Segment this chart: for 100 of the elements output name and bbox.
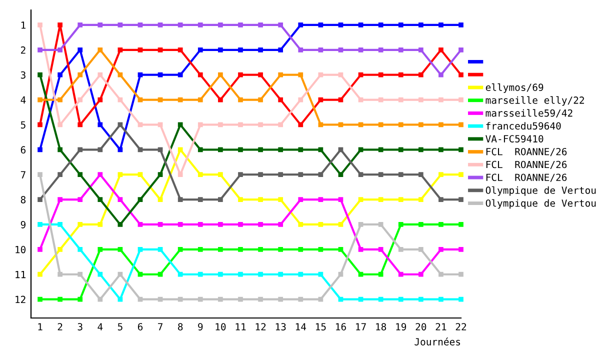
- point: [238, 296, 243, 302]
- point: [458, 122, 464, 128]
- point: [218, 47, 223, 52]
- point: [218, 147, 223, 152]
- point: [138, 147, 143, 152]
- point: [38, 97, 42, 102]
- point: [98, 72, 103, 78]
- point: [398, 47, 404, 52]
- point: [278, 246, 284, 252]
- point: [298, 72, 304, 78]
- y-tick-label: 1: [21, 22, 26, 29]
- point: [338, 272, 344, 277]
- x-axis-title: Journées: [414, 338, 460, 346]
- point: [118, 272, 123, 277]
- point: [118, 246, 123, 252]
- point: [58, 97, 62, 102]
- point: [218, 97, 223, 102]
- point: [38, 22, 42, 28]
- point: [458, 97, 464, 102]
- point: [138, 97, 143, 102]
- point: [98, 246, 103, 252]
- point: [238, 22, 243, 28]
- point: [398, 272, 404, 277]
- point: [278, 222, 284, 227]
- x-tick-label: 8: [178, 323, 183, 330]
- point: [78, 222, 83, 227]
- legend-label: VA-FC59410: [486, 135, 544, 142]
- point: [158, 272, 163, 277]
- legend-label: francedu59640: [486, 122, 561, 130]
- point: [398, 296, 404, 302]
- point: [98, 47, 103, 52]
- x-tick-label: 1: [38, 323, 42, 330]
- point: [298, 197, 304, 202]
- point: [218, 296, 223, 302]
- point: [158, 22, 163, 28]
- x-tick-label: 14: [296, 323, 306, 330]
- x-tick-label: 18: [376, 323, 386, 330]
- point: [358, 47, 364, 52]
- point: [338, 122, 344, 128]
- point: [178, 72, 183, 78]
- point: [458, 222, 464, 227]
- point: [98, 97, 103, 102]
- y-tick-label: 11: [16, 270, 26, 278]
- y-tick-label: 7: [20, 171, 26, 178]
- point: [298, 22, 304, 28]
- point: [298, 296, 304, 302]
- point: [138, 246, 143, 252]
- point: [258, 147, 263, 152]
- point: [458, 22, 464, 28]
- point: [138, 197, 143, 202]
- point: [98, 296, 103, 302]
- point: [218, 197, 223, 202]
- point: [438, 296, 444, 302]
- point: [118, 197, 123, 202]
- point: [398, 222, 404, 227]
- point: [218, 72, 223, 78]
- point: [358, 172, 364, 178]
- point: [38, 72, 42, 78]
- x-tick-label: 7: [158, 323, 162, 330]
- x-tick-label: 12: [256, 323, 266, 330]
- legend-label: marsseille59/42: [486, 109, 572, 118]
- point: [378, 222, 384, 227]
- point: [358, 197, 364, 202]
- point: [318, 246, 324, 252]
- point: [198, 147, 203, 152]
- point: [178, 246, 183, 252]
- point: [438, 47, 444, 52]
- point: [58, 197, 62, 202]
- point: [438, 147, 444, 152]
- point: [198, 272, 203, 277]
- point: [58, 22, 62, 28]
- point: [58, 296, 62, 302]
- point: [138, 222, 143, 227]
- point: [238, 72, 243, 78]
- point: [458, 72, 464, 78]
- point: [218, 172, 223, 178]
- point: [258, 47, 263, 52]
- y-tick-label: 3: [20, 71, 26, 79]
- point: [238, 246, 243, 252]
- point: [418, 72, 424, 78]
- point: [218, 22, 223, 28]
- point: [118, 172, 123, 178]
- point: [338, 72, 344, 78]
- x-tick-label: 16: [336, 323, 346, 330]
- point: [458, 296, 464, 302]
- point: [78, 47, 83, 52]
- legend-label: FCL ROANNE/26: [486, 160, 567, 169]
- x-tick-label: 22: [456, 323, 466, 330]
- point: [298, 246, 304, 252]
- point: [318, 72, 324, 78]
- point: [178, 197, 183, 202]
- point: [258, 122, 263, 128]
- point: [58, 272, 62, 277]
- point: [158, 47, 163, 52]
- y-tick-label: 12: [16, 296, 26, 304]
- point: [338, 47, 344, 52]
- point: [258, 22, 263, 28]
- point: [138, 172, 143, 178]
- point: [178, 147, 183, 152]
- x-tick-label: 11: [236, 323, 246, 330]
